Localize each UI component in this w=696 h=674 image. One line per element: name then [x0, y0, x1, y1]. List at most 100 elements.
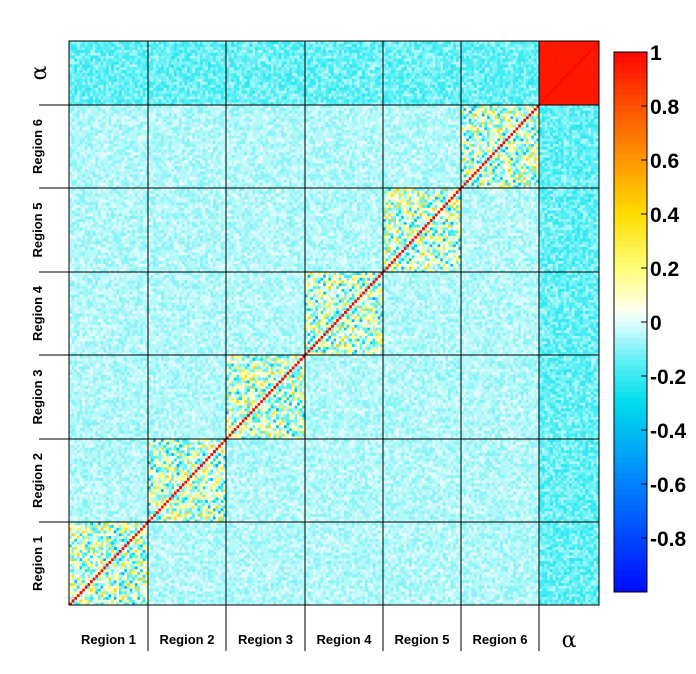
heatmap-cell [95, 347, 98, 350]
heatmap-cell [127, 275, 130, 278]
heatmap-cell [171, 469, 174, 472]
heatmap-cell [135, 347, 138, 350]
heatmap-cell [93, 405, 96, 408]
heatmap-cell [174, 155, 177, 158]
heatmap-cell [85, 389, 88, 392]
heatmap-cell [109, 550, 112, 553]
heatmap-cell [114, 327, 117, 330]
heatmap-cell [130, 458, 133, 461]
heatmap-cell [85, 503, 88, 506]
heatmap-cell [137, 99, 140, 102]
heatmap-cell [114, 361, 117, 364]
heatmap-cell [151, 93, 154, 96]
heatmap-cell [174, 122, 177, 125]
heatmap-cell [106, 503, 109, 506]
heatmap-cell [114, 403, 117, 406]
heatmap-cell [90, 564, 93, 567]
heatmap-cell [130, 564, 133, 567]
heatmap-cell [87, 163, 90, 166]
heatmap-cell [77, 544, 80, 547]
heatmap-cell [169, 594, 172, 597]
heatmap-cell [135, 358, 138, 361]
heatmap-cell [101, 247, 104, 250]
heatmap-cell [119, 283, 122, 286]
heatmap-cell [95, 539, 98, 542]
heatmap-cell [130, 428, 133, 431]
heatmap-cell [80, 61, 83, 64]
heatmap-cell [130, 96, 133, 99]
heatmap-cell [171, 124, 174, 127]
heatmap-cell [153, 133, 156, 136]
heatmap-cell [158, 61, 161, 64]
heatmap-cell [127, 58, 130, 61]
heatmap-cell [93, 341, 96, 344]
heatmap-cell [90, 76, 93, 79]
heatmap-cell [98, 319, 101, 322]
heatmap-cell [85, 525, 88, 528]
heatmap-cell [103, 383, 106, 386]
heatmap-cell [132, 552, 135, 555]
heatmap-cell [119, 478, 122, 481]
heatmap-cell [87, 389, 90, 392]
heatmap-cell [166, 492, 169, 495]
heatmap-cell [166, 511, 169, 514]
heatmap-cell [82, 456, 85, 459]
heatmap-cell [151, 210, 154, 213]
heatmap-cell [119, 530, 122, 533]
heatmap-cell [174, 180, 177, 183]
heatmap-cell [74, 314, 77, 317]
heatmap-cell [158, 497, 161, 500]
heatmap-cell [132, 380, 135, 383]
heatmap-cell [74, 294, 77, 297]
heatmap-cell [87, 111, 90, 114]
heatmap-cell [137, 108, 140, 111]
heatmap-cell [119, 433, 122, 436]
heatmap-cell [114, 550, 117, 553]
heatmap-cell [151, 475, 154, 478]
heatmap-cell [164, 528, 167, 531]
heatmap-cell [151, 442, 154, 445]
heatmap-cell [93, 472, 96, 475]
heatmap-cell [119, 300, 122, 303]
heatmap-cell [90, 494, 93, 497]
heatmap-cell [116, 528, 119, 531]
heatmap-cell [174, 583, 177, 586]
heatmap-cell [111, 536, 114, 539]
heatmap-cell [122, 442, 125, 445]
heatmap-cell [95, 158, 98, 161]
heatmap-cell [116, 397, 119, 400]
heatmap-cell [171, 149, 174, 152]
heatmap-cell [109, 99, 112, 102]
heatmap-cell [140, 389, 143, 392]
heatmap-cell [137, 90, 140, 93]
heatmap-cell [132, 539, 135, 542]
heatmap-cell [130, 569, 133, 572]
heatmap-cell [109, 583, 112, 586]
heatmap-cell [109, 155, 112, 158]
heatmap-cell [143, 44, 146, 47]
heatmap-cell [137, 141, 140, 144]
heatmap-cell [124, 533, 127, 536]
heatmap-cell [109, 325, 112, 328]
heatmap-cell [161, 369, 164, 372]
heatmap-cell [122, 445, 125, 448]
heatmap-cell [116, 44, 119, 47]
heatmap-cell [127, 138, 130, 141]
heatmap-cell [140, 358, 143, 361]
heatmap-cell [109, 372, 112, 375]
heatmap-cell [98, 76, 101, 79]
heatmap-cell [151, 330, 154, 333]
heatmap-cell [72, 67, 75, 70]
heatmap-cell [122, 405, 125, 408]
heatmap-cell [158, 572, 161, 575]
heatmap-cell [164, 541, 167, 544]
heatmap-cell [169, 47, 172, 50]
heatmap-cell [166, 481, 169, 484]
heatmap-cell [93, 224, 96, 227]
heatmap-cell [164, 113, 167, 116]
heatmap-cell [119, 408, 122, 411]
heatmap-cell [80, 597, 83, 600]
heatmap-cell [156, 366, 159, 369]
heatmap-cell [130, 73, 133, 76]
heatmap-cell [140, 552, 143, 555]
